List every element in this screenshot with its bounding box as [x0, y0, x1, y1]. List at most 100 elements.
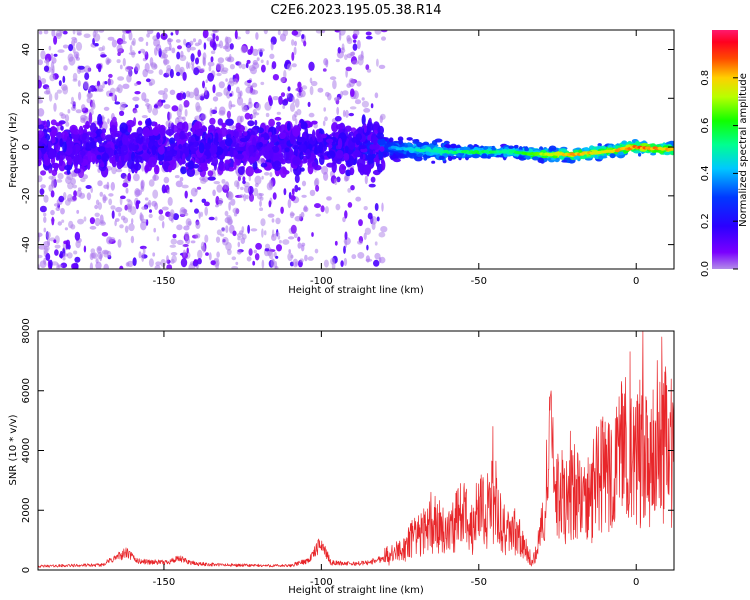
spectrogram-cell: [71, 106, 77, 111]
spectrogram-cell: [220, 233, 225, 237]
spectrogram-cell: [145, 118, 152, 127]
spectrogram-cell: [265, 112, 270, 118]
spectrogram-cell: [94, 30, 99, 34]
spectrogram-cell: [332, 79, 337, 90]
spectrogram-cell: [153, 173, 157, 181]
spectrogram-cell: [71, 96, 74, 103]
colorbar-gradient: [712, 30, 738, 269]
spectrogram-cell: [267, 213, 275, 218]
spectrogram-cell: [206, 37, 214, 42]
spectrogram-cell: [371, 221, 376, 230]
y-tick-label: -20: [21, 188, 32, 204]
spectrogram-cell: [228, 77, 234, 84]
spectrogram-cell: [351, 254, 357, 260]
spectrogram-cell: [62, 141, 67, 153]
spectrogram-cell: [197, 49, 201, 58]
spectrogram-cell: [297, 236, 301, 242]
spectrogram-cell: [160, 32, 168, 40]
spectrogram-cell: [495, 154, 501, 158]
spectrogram-cell: [322, 120, 326, 127]
spectrogram-cell: [537, 157, 544, 163]
colorbar: 0.0 0.2 0.4 0.6 0.8 Normalized spectral ampl…: [700, 30, 749, 277]
spectrogram-cell: [189, 145, 199, 152]
spectrogram-cell: [221, 122, 227, 128]
spectrogram-cell: [182, 123, 186, 130]
spectrogram-cell: [172, 213, 179, 221]
spectrogram-cell: [287, 63, 292, 71]
spectrogram-cell: [118, 212, 121, 217]
spectrogram-cell: [114, 101, 121, 105]
spectrogram-cell: [350, 185, 355, 191]
spectrogram-cell: [55, 154, 60, 161]
spectrogram-cell: [67, 182, 74, 190]
spectrogram-cell: [216, 251, 220, 258]
spectrogram-cell: [89, 217, 95, 225]
spectrogram-cell: [381, 159, 386, 171]
spectrogram-cell: [93, 33, 101, 42]
spectrogram-cell: [250, 228, 258, 232]
spectrogram-cell: [156, 44, 162, 52]
spectrogram-cell: [357, 39, 361, 50]
spectrogram-cell: [364, 175, 368, 185]
spectrogram-cell: [128, 31, 133, 41]
spectrogram-cell: [116, 59, 121, 64]
spectrogram-cell: [256, 57, 260, 61]
spectrogram-cell: [335, 59, 340, 63]
spectrogram-cell: [416, 141, 423, 148]
spectrogram-cell: [334, 178, 338, 186]
spectrogram-cell: [55, 206, 61, 211]
y-tick-label: 2000: [21, 498, 32, 523]
spectrogram-cell: [235, 86, 240, 94]
spectrogram-cell: [97, 113, 103, 125]
spectrogram-cell: [379, 146, 385, 152]
spectrogram-cell: [163, 87, 169, 93]
spectrogram-cell: [95, 261, 102, 269]
spectrogram-cell: [89, 122, 97, 133]
spectrogram-cell: [106, 181, 110, 190]
spectrogram-cell: [87, 92, 93, 99]
spectrogram-cell: [40, 184, 46, 189]
spectrogram-cell: [53, 239, 57, 243]
spectrogram-cell: [58, 80, 62, 87]
spectrogram-cell: [207, 72, 215, 82]
spectrogram-cell: [142, 247, 146, 255]
spectrogram-cell: [360, 50, 364, 59]
spectrogram-cell: [343, 153, 350, 161]
spectrogram-cell: [128, 142, 136, 152]
spectrogram-cell: [46, 127, 52, 133]
spectrogram-cell: [292, 125, 301, 137]
spectrogram-cell: [85, 185, 92, 189]
spectrogram-cell: [374, 92, 379, 99]
spectrogram-cell: [221, 179, 226, 184]
spectrogram-cell: [171, 47, 176, 54]
spectrogram-cell: [218, 162, 224, 171]
spectrogram-cell: [272, 96, 280, 101]
spectrogram-cell: [326, 138, 334, 144]
spectrogram-cell: [57, 264, 63, 268]
spectrogram-cell: [291, 39, 295, 46]
spectrogram-cell: [97, 84, 104, 92]
spectrogram-cell: [253, 187, 259, 197]
spectrogram-cell: [151, 200, 157, 207]
spectrogram-cell: [64, 114, 70, 123]
spectrogram-cell: [264, 172, 270, 176]
spectrogram-cell: [245, 166, 254, 177]
spectrogram-cell: [117, 84, 123, 94]
spectrogram-cell: [294, 174, 300, 184]
spectrogram-cell: [71, 263, 77, 269]
spectrogram-cell: [221, 67, 229, 72]
spectrogram-cell: [245, 30, 250, 35]
spectrogram-cell: [62, 30, 68, 35]
spectrogram-cell: [524, 148, 529, 152]
snr-y-ticks: 0 2000 4000 6000 8000: [21, 318, 674, 573]
spectrogram-cell: [104, 81, 108, 85]
spectrogram-cell: [288, 249, 292, 254]
x-tick-label: 0: [633, 577, 639, 588]
spectrogram-cell: [170, 238, 177, 245]
spectrogram-cell: [166, 255, 169, 263]
spectrogram-cell: [508, 145, 514, 149]
spectrogram-cell: [110, 205, 116, 210]
spectrogram-cell: [62, 44, 69, 49]
spectrogram-cell: [247, 49, 253, 55]
spectrogram-cell: [216, 72, 222, 77]
